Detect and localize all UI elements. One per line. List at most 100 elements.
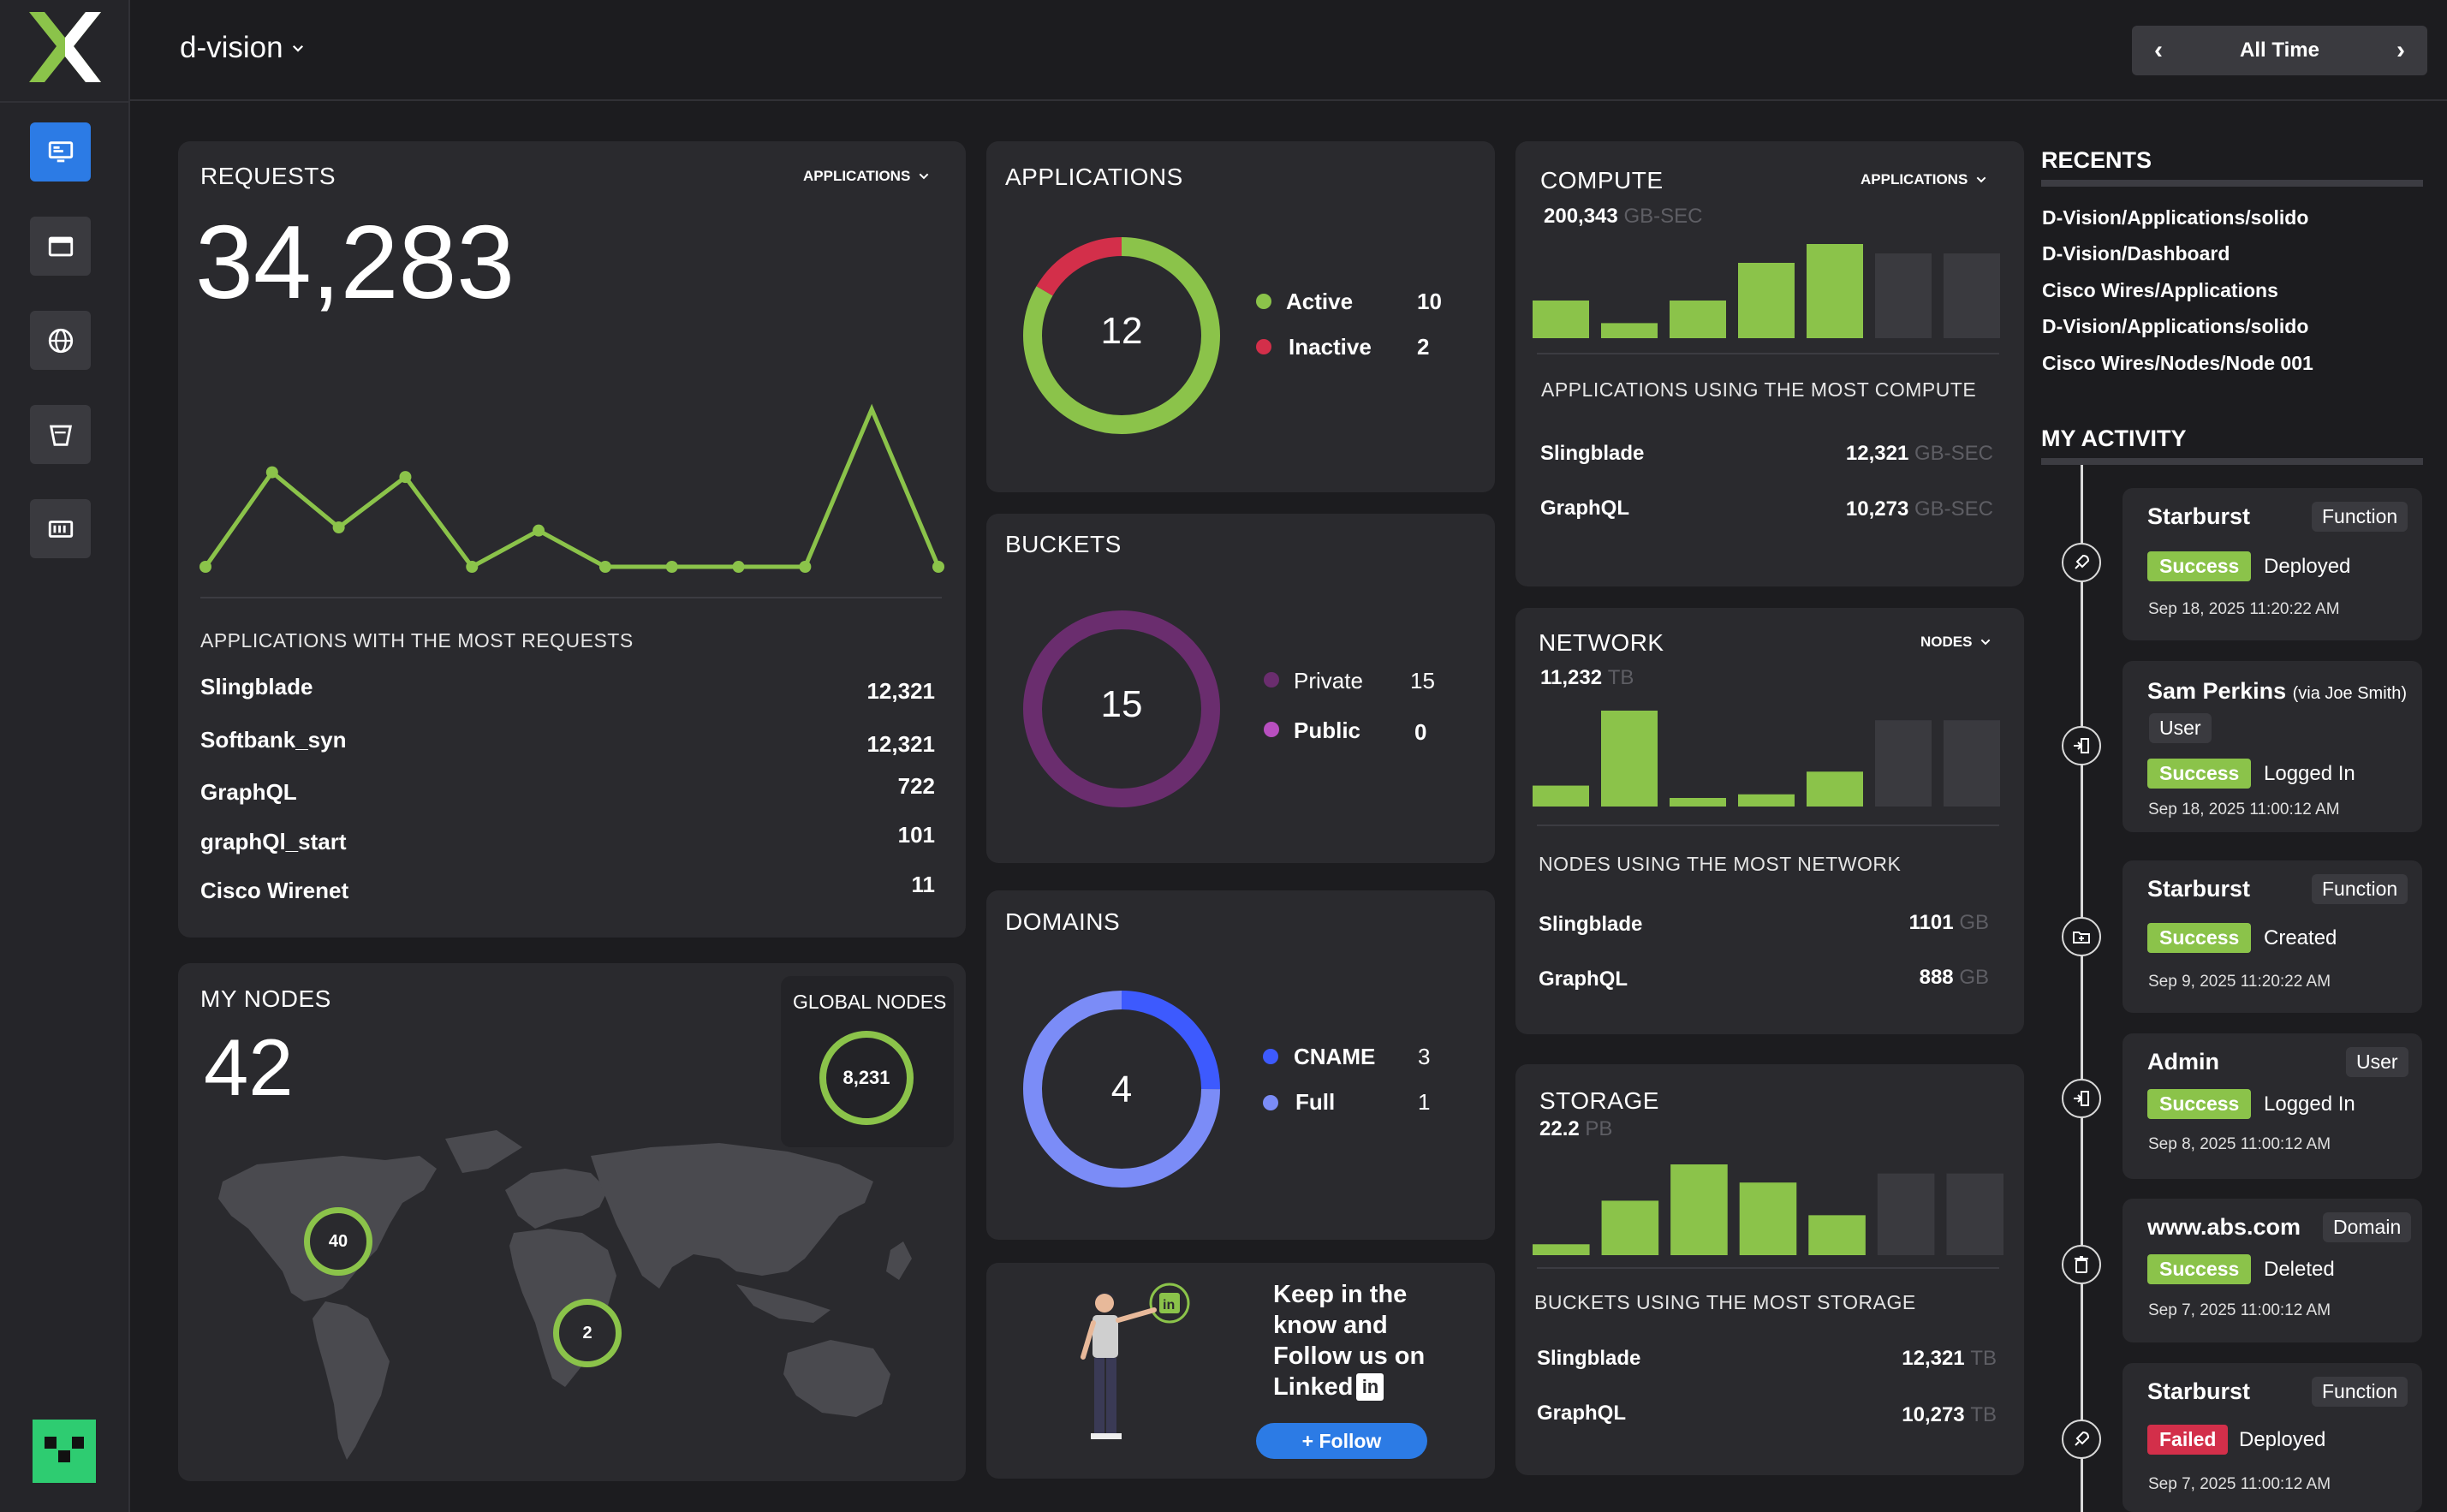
svg-text:in: in [1163, 1298, 1175, 1313]
storage-row-name[interactable]: GraphQL [1537, 1402, 1627, 1425]
activity-card[interactable] [2123, 661, 2422, 832]
bar[interactable] [1739, 1182, 1797, 1255]
brand-logo[interactable] [26, 12, 104, 82]
activity-action: Deployed [2239, 1428, 2326, 1451]
requests-point[interactable] [265, 466, 278, 479]
requests-row-name[interactable]: graphQl_start [200, 829, 347, 854]
requests-point[interactable] [932, 561, 944, 573]
requests-row-value: 12,321 [866, 731, 935, 757]
time-range-label: All Time [2240, 39, 2319, 62]
bar[interactable] [1670, 1164, 1728, 1255]
compute-row-name[interactable]: GraphQL [1540, 497, 1630, 520]
activity-action: Deleted [2264, 1258, 2335, 1281]
requests-row-name[interactable]: Slingblade [200, 674, 313, 699]
requests-point[interactable] [598, 561, 611, 573]
compute-row-number: 12,321 [1845, 442, 1909, 465]
storage-row-name[interactable]: Slingblade [1537, 1347, 1641, 1370]
network-unit: TB [1607, 666, 1634, 689]
requests-filter-dropdown[interactable]: APPLICATIONS [803, 168, 931, 185]
time-range-picker[interactable]: ‹ All Time › [2132, 26, 2427, 75]
network-total-value: 11,232 [1540, 666, 1603, 689]
compute-row-name[interactable]: Slingblade [1540, 442, 1645, 465]
donut-slice[interactable] [1023, 610, 1220, 807]
requests-point[interactable] [332, 521, 345, 533]
legend-dot-inactive [1256, 339, 1271, 354]
buckets-title: BUCKETS [1005, 531, 1122, 557]
recent-link[interactable]: Cisco Wires/Nodes/Node 001 [2042, 352, 2313, 374]
bar[interactable] [1601, 1200, 1659, 1255]
activity-type-tag: Function [2312, 1377, 2408, 1407]
recent-link[interactable]: Cisco Wires/Applications [2042, 279, 2278, 301]
requests-point[interactable] [799, 561, 812, 573]
chevron-right-icon[interactable]: › [2396, 36, 2405, 64]
empty-bar[interactable] [1946, 1173, 2003, 1255]
requests-row-name[interactable]: GraphQL [200, 779, 297, 805]
legend-value: 3 [1418, 1044, 1431, 1069]
activity-action: Deployed [2264, 555, 2351, 578]
requests-point[interactable] [533, 524, 545, 537]
activity-name-text: Sam Perkins [2147, 678, 2287, 704]
network-row-number: 1101 [1908, 911, 1954, 934]
recent-link[interactable]: D-Vision/Dashboard [2042, 242, 2230, 265]
requests-point[interactable] [199, 561, 211, 573]
network-row-name[interactable]: GraphQL [1539, 967, 1628, 991]
rocket-icon [2075, 1431, 2090, 1446]
bar[interactable] [1670, 301, 1726, 338]
partner-logo[interactable] [33, 1420, 96, 1483]
recent-link[interactable]: D-Vision/Applications/solido [2042, 206, 2309, 229]
compute-filter-dropdown[interactable]: APPLICATIONS [1861, 171, 1988, 188]
requests-point[interactable] [665, 561, 678, 573]
bar[interactable] [1807, 771, 1863, 807]
workspace-selector[interactable]: d-vision [180, 31, 306, 65]
node-cluster-marker[interactable]: 2 [553, 1299, 622, 1367]
domains-title: DOMAINS [1005, 908, 1121, 935]
timeline-node [2062, 726, 2101, 765]
compute-row-unit: GB-SEC [1914, 442, 1993, 465]
activity-type-tag: Function [2312, 874, 2408, 904]
node-cluster-marker[interactable]: 40 [304, 1207, 372, 1276]
nav-dashboard[interactable] [30, 122, 91, 182]
storage-total: 22.2 PB [1539, 1117, 1612, 1141]
legend-value: 10 [1417, 289, 1442, 314]
activity-underline [2041, 458, 2423, 465]
recent-link[interactable]: D-Vision/Applications/solido [2042, 315, 2309, 337]
network-row-name[interactable]: Slingblade [1539, 913, 1643, 936]
requests-point[interactable] [466, 561, 479, 573]
recents-underline [2041, 180, 2423, 187]
status-badge: Success [2147, 1089, 2252, 1119]
empty-bar[interactable] [1944, 253, 2000, 338]
bar[interactable] [1738, 794, 1795, 807]
nav-domains[interactable] [30, 311, 91, 370]
bar[interactable] [1601, 711, 1658, 807]
bar[interactable] [1738, 263, 1795, 338]
bar[interactable] [1670, 798, 1726, 807]
donut-slice[interactable] [1023, 991, 1220, 1188]
empty-bar[interactable] [1944, 720, 2000, 807]
follow-button[interactable]: + Follow [1256, 1423, 1427, 1459]
empty-bar[interactable] [1875, 720, 1932, 807]
requests-point[interactable] [399, 471, 412, 484]
promo-line: Follow us on [1273, 1342, 1426, 1370]
nav-buckets[interactable] [30, 405, 91, 464]
compute-bar-chart [1533, 244, 2000, 338]
requests-point[interactable] [732, 561, 745, 573]
requests-row-name[interactable]: Cisco Wirenet [200, 878, 349, 903]
legend-value: 15 [1410, 668, 1435, 693]
bar[interactable] [1533, 301, 1589, 338]
bar[interactable] [1601, 323, 1658, 338]
nav-nodes[interactable] [30, 499, 91, 558]
bar[interactable] [1533, 1244, 1590, 1255]
requests-row-name[interactable]: Softbank_syn [200, 727, 347, 753]
network-filter-dropdown[interactable]: NODES [1920, 634, 1992, 651]
requests-card [178, 141, 966, 938]
chevron-left-icon[interactable]: ‹ [2154, 36, 2163, 64]
empty-bar[interactable] [1877, 1173, 1935, 1255]
donut-slice[interactable] [1023, 237, 1220, 434]
empty-bar[interactable] [1875, 253, 1932, 338]
nav-applications[interactable] [30, 217, 91, 276]
activity-type-tag: User [2346, 1047, 2408, 1077]
bar[interactable] [1807, 244, 1863, 338]
bar[interactable] [1808, 1215, 1866, 1255]
chevron-down-icon [919, 173, 929, 180]
bar[interactable] [1533, 785, 1589, 807]
